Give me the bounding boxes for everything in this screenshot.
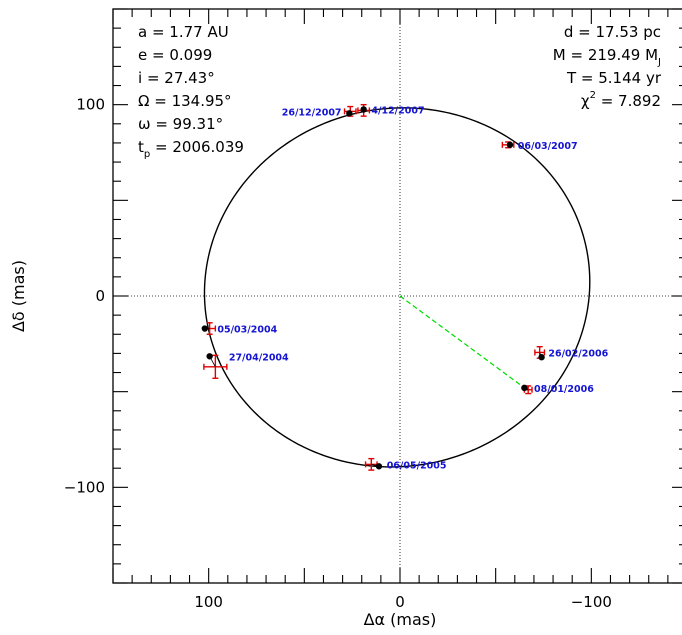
parameter-line: T = 5.144 yr: [566, 69, 662, 87]
x-tick-label: 100: [194, 593, 223, 611]
axis-ticks: [112, 8, 682, 584]
orbit-parameters-right: d = 17.53 pc M = 219.49 MJT = 5.144 yr χ2 …: [553, 23, 662, 110]
orbit-layer: [203, 107, 591, 468]
model-point: [375, 463, 383, 470]
orbit-parameters-left: a = 1.77 AU e = 0.099 i = 27.43° Ω = 134.95…: [138, 23, 244, 160]
observations-layer: 05/03/2004 27/04/2004 06/05/2005 08/01/2006…: [201, 103, 609, 471]
observation-05-03-2004: 05/03/2004: [201, 322, 278, 336]
model-point: [538, 354, 545, 361]
x-tick-label: 0: [395, 593, 405, 611]
model-point: [521, 384, 528, 392]
node-line: [399, 295, 525, 389]
observation-06-05-2005: 06/05/2005: [364, 457, 447, 471]
y-tick-label: 100: [76, 96, 105, 114]
parameter-line: a = 1.77 AU: [138, 23, 229, 41]
parameter-line: ω = 99.31°: [138, 115, 223, 133]
observation-08-01-2006: 08/01/2006: [521, 384, 594, 395]
parameter-line: Ω = 134.95°: [138, 92, 232, 110]
orbit-ellipse: [203, 107, 591, 468]
observation-26-12-2007: 26/12/2007: [282, 105, 357, 118]
date-label: 26/02/2006: [548, 348, 608, 359]
line-of-nodes-layer: [399, 295, 525, 389]
y-tick-label: −100: [64, 478, 105, 496]
parameter-line: M = 219.49 MJ: [553, 46, 661, 68]
observation-06-03-2007: 06/03/2007: [501, 141, 578, 152]
date-label: 08/01/2006: [534, 384, 594, 395]
observation-27-04-2004: 27/04/2004: [203, 352, 289, 379]
date-label: 06/03/2007: [518, 141, 578, 152]
x-tick-label: −100: [571, 593, 612, 611]
model-point: [346, 110, 353, 117]
y-tick-label: 0: [95, 287, 105, 305]
date-label: 26/12/2007: [282, 107, 342, 118]
parameter-line: tp = 2006.039: [138, 138, 244, 160]
model-point: [201, 325, 209, 332]
y-axis-label: Δδ (mas): [9, 260, 28, 332]
parameter-line: e = 0.099: [138, 46, 212, 64]
model-point: [506, 141, 514, 149]
parameter-line: d = 17.53 pc: [564, 23, 661, 41]
model-point: [360, 106, 367, 113]
parameter-line: χ2 = 7.892: [581, 90, 661, 110]
date-label: 06/05/2005: [387, 460, 447, 471]
observation-26-02-2006: 26/02/2006: [534, 346, 609, 361]
observation-4-12-2007: 4/12/2007: [357, 103, 425, 117]
tick-labels: 100 0 −100 100 0 −100: [64, 96, 612, 611]
date-label: 05/03/2004: [217, 325, 277, 336]
x-axis-label: Δα (mas): [364, 610, 437, 629]
date-label: 27/04/2004: [229, 352, 289, 363]
date-label: 4/12/2007: [371, 105, 424, 116]
model-point: [206, 353, 213, 360]
parameter-line: i = 27.43°: [138, 69, 215, 87]
